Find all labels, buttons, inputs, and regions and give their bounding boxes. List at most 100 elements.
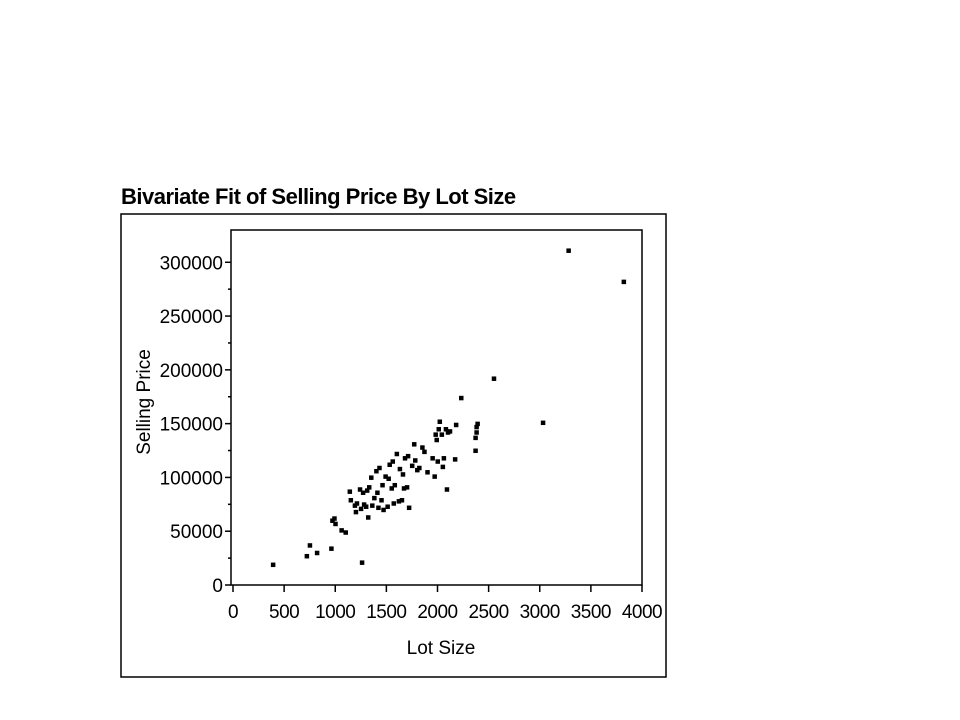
scatter-point: [566, 248, 571, 253]
y-axis-ticks: 0 50000 100000 150000 200000 250000 300000: [160, 253, 231, 597]
scatter-point: [381, 507, 386, 513]
scatter-point: [379, 498, 384, 503]
x-tick-label: 1000: [315, 602, 355, 623]
scatter-point: [473, 448, 478, 454]
scatter-point: [409, 463, 415, 469]
scatter-point: [369, 475, 374, 480]
scatter-point: [452, 457, 458, 462]
scatter-point: [365, 515, 371, 520]
scatter-point: [391, 501, 397, 506]
scatter-point: [392, 482, 398, 488]
scatter-point: [621, 279, 627, 285]
scatter-point: [444, 487, 450, 492]
scatter-point: [447, 429, 453, 434]
scatter-point: [383, 474, 388, 479]
scatter-point: [333, 521, 338, 527]
scatter-point: [432, 474, 437, 479]
scatter-point: [400, 472, 406, 477]
scatter-point: [473, 435, 478, 441]
scatter-point: [433, 432, 438, 437]
y-tick-label: 50000: [170, 522, 223, 543]
scatter-point: [389, 486, 394, 491]
scatter-point: [401, 486, 407, 491]
scatter-point: [453, 422, 459, 428]
x-axis-ticks: 0 500 1000 1500 2000 2500 3000 3500 4000: [228, 585, 663, 623]
scatter-point: [386, 476, 391, 481]
scatter-point: [437, 419, 443, 424]
scatter-point: [441, 456, 447, 461]
y-tick-label: 300000: [160, 253, 223, 274]
x-tick-label: 1500: [366, 602, 406, 623]
scatter-point: [436, 427, 442, 432]
scatter-point: [475, 421, 480, 427]
scatter-point: [540, 420, 546, 426]
scatter-point: [474, 424, 479, 430]
scatter-point: [425, 470, 430, 475]
scatter-point: [339, 528, 344, 533]
scatter-point: [360, 490, 366, 495]
scatter-point: [359, 560, 365, 565]
x-tick-label: 4000: [622, 602, 662, 623]
scatter-point: [358, 506, 364, 512]
scatter-point: [399, 498, 405, 503]
scatter-point: [364, 488, 370, 493]
scatter-point: [411, 442, 417, 447]
scatter-point: [380, 482, 385, 488]
scatter-point: [376, 505, 381, 511]
scatter-point: [394, 451, 400, 457]
scatter-point: [307, 543, 313, 548]
scatter-point: [459, 395, 464, 401]
scatter-point: [370, 503, 375, 508]
scatter-point: [491, 376, 497, 381]
scatter-point: [372, 495, 377, 501]
scatter-point: [329, 546, 334, 551]
scatter-point: [357, 487, 363, 492]
x-axis-label: Lot Size: [407, 638, 476, 659]
x-tick-label: 500: [269, 602, 299, 623]
scatter-point: [402, 456, 408, 461]
scatter-point: [405, 453, 411, 459]
x-tick-label: 2500: [468, 602, 508, 623]
scatter-point: [404, 485, 410, 490]
scatter-point: [270, 562, 276, 568]
y-tick-label: 250000: [160, 307, 223, 328]
scatter-point: [354, 501, 360, 506]
scatter-point: [422, 449, 427, 455]
scatter-point: [443, 427, 449, 432]
scatter-point: [304, 553, 310, 559]
scatter-point: [435, 459, 440, 464]
scatter-point: [390, 459, 396, 464]
scatter-point: [332, 516, 337, 521]
scatter-point: [363, 504, 369, 509]
scatter-point: [314, 550, 320, 556]
scatter-point: [474, 430, 479, 435]
x-tick-label: 0: [228, 602, 238, 623]
plot-area: [230, 229, 643, 586]
scatter-point: [417, 465, 422, 471]
y-tick-label: 200000: [160, 361, 223, 382]
chart-frame: [120, 213, 667, 678]
x-tick-label: 3000: [520, 602, 560, 623]
scatter-point: [353, 509, 359, 515]
y-axis-label: Selling Price: [134, 349, 155, 455]
x-tick-label: 2000: [417, 602, 457, 623]
scatter-point: [366, 485, 372, 490]
scatter-point: [430, 456, 435, 461]
y-tick-label: 100000: [160, 468, 223, 489]
scatter-point: [440, 464, 446, 470]
y-tick-label: 150000: [160, 415, 223, 436]
scatter-point: [377, 465, 382, 471]
scatter-point: [348, 498, 354, 503]
scatter-point: [387, 462, 392, 468]
scatter-point: [397, 466, 403, 472]
scatter-point: [347, 489, 353, 494]
scatter-point: [385, 504, 390, 509]
scatter-point: [406, 505, 412, 511]
y-tick-label: 0: [212, 576, 223, 597]
scatter-point: [396, 499, 402, 504]
scatter-point: [420, 445, 425, 450]
scatter-point: [413, 458, 418, 463]
scatter-point: [343, 530, 348, 535]
scatter-point: [375, 490, 380, 495]
